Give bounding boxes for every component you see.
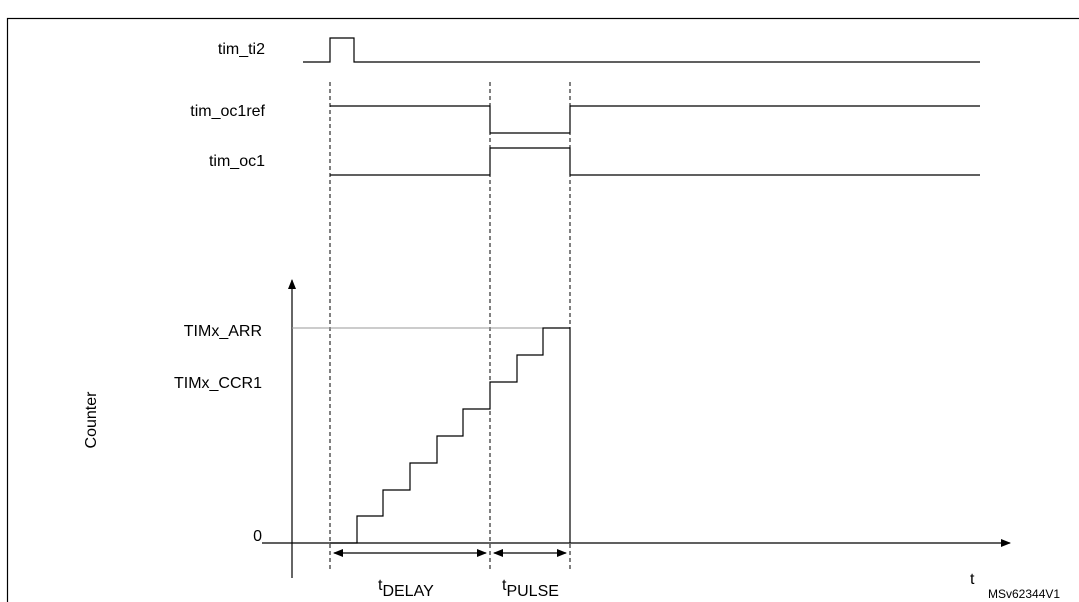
waveform bbox=[330, 105, 980, 134]
counter-staircase bbox=[330, 327, 571, 544]
interval-subscript: PULSE bbox=[506, 583, 558, 600]
level-label: TIMx_ARR bbox=[184, 323, 262, 340]
signal-label: tim_oc1 bbox=[209, 153, 265, 170]
interval-symbol: t bbox=[378, 577, 383, 594]
waveform bbox=[330, 147, 980, 176]
reference-code: MSv62344V1 bbox=[988, 587, 1060, 601]
axis-label: Counter bbox=[83, 391, 100, 449]
level-label: 0 bbox=[253, 528, 262, 545]
frame bbox=[6, 17, 1079, 602]
level-label: TIMx_CCR1 bbox=[174, 375, 262, 392]
waveform bbox=[303, 37, 980, 63]
signal-label: tim_oc1ref bbox=[190, 103, 265, 120]
signal-label: tim_ti2 bbox=[218, 41, 265, 58]
axis-label: t bbox=[970, 571, 975, 588]
interval-label: tDELAY bbox=[378, 577, 434, 600]
interval-label: tPULSE bbox=[502, 577, 559, 600]
interval-subscript: DELAY bbox=[382, 583, 434, 600]
interval-symbol: t bbox=[502, 577, 507, 594]
